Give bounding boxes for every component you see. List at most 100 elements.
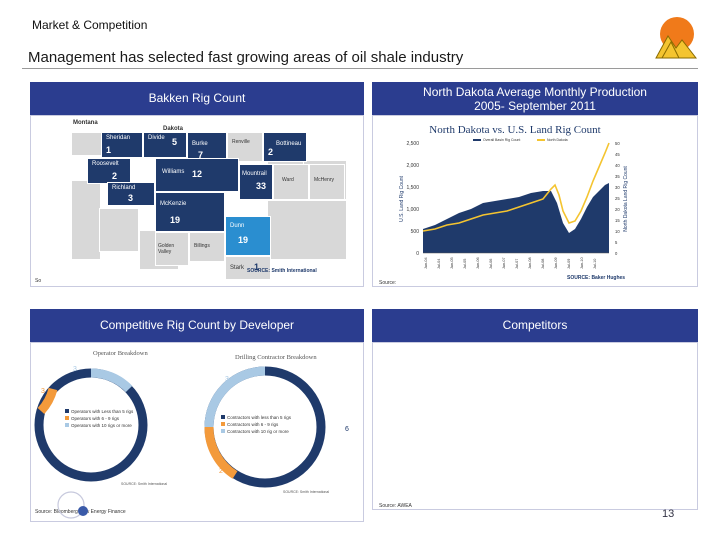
- operator-slice-10plus: [90, 368, 133, 393]
- production-chart-panel: North Dakota vs. U.S. Land Rig Count Ove…: [372, 115, 698, 287]
- xtick: Jul-07: [515, 259, 519, 269]
- y2tick: 5: [615, 240, 618, 245]
- rig-count-chart: North Dakota vs. U.S. Land Rig Count Ove…: [399, 124, 629, 281]
- production-source: Source:: [379, 280, 397, 286]
- legend-swatch: [65, 409, 69, 413]
- contractor-source: SOURCE: Smith International: [283, 490, 329, 494]
- legend-nd: North Dakota: [547, 138, 568, 142]
- xtick: Jan-10: [580, 257, 584, 269]
- competitors-title: Competitors: [502, 318, 568, 332]
- operator-label-6to9: 3: [41, 388, 45, 395]
- legend-swatch-nd: [537, 139, 545, 141]
- bakken-source: So: [35, 278, 42, 284]
- contractor-legend: Contractors with less than 5 rigs Contra…: [221, 415, 292, 434]
- y2tick: 45: [615, 152, 620, 157]
- xtick: Jan-09: [554, 257, 558, 269]
- county-roosevelt: Roosevelt 2: [87, 158, 131, 184]
- county-mchenry: McHenry: [309, 164, 345, 200]
- competitors-panel-header: Competitors: [372, 309, 698, 342]
- contractor-label-10plus: 3: [225, 376, 229, 383]
- contractor-title: Drilling Contractor Breakdown: [235, 354, 317, 361]
- map-state2-label: Dakota: [163, 126, 184, 132]
- y2tick: 35: [615, 174, 620, 179]
- page-title: Management has selected fast growing are…: [28, 49, 464, 66]
- contractor-legend-3: Contractors with 10 rig or more: [227, 429, 289, 434]
- legend-swatch: [65, 423, 69, 427]
- nd-line: [422, 142, 610, 232]
- production-title-1: North Dakota Average Monthly Production: [423, 85, 647, 99]
- xtick: Jan-04: [424, 257, 428, 269]
- county-billings: Billings: [189, 232, 225, 262]
- rig-y2label: North Dakota Land Rig Count: [623, 166, 629, 232]
- y2tick: 30: [615, 185, 620, 190]
- operator-title: Operator Breakdown: [93, 350, 148, 357]
- contractor-label-6to9: 2: [219, 468, 223, 475]
- county-ward: Ward: [273, 164, 309, 200]
- legend-swatch: [221, 429, 225, 433]
- y2tick: 40: [615, 163, 620, 168]
- rig-ylabel: U.S. Land Rig Count: [399, 175, 405, 221]
- operator-legend: Operators with Less than 5 rigs Operator…: [65, 409, 134, 428]
- y2tick: 20: [615, 207, 620, 212]
- county-mckenzie: McKenzie 19: [155, 192, 225, 232]
- y2tick: 25: [615, 196, 620, 201]
- y2tick: 10: [615, 229, 620, 234]
- watermark-logo: [57, 491, 88, 519]
- xtick: Jul-04: [437, 259, 441, 269]
- legend-swatch: [65, 416, 69, 420]
- basin-area: [423, 183, 609, 253]
- county-renville: Renville: [227, 132, 263, 162]
- operator-label-under5: 26: [89, 476, 97, 483]
- operator-legend-3: Operators with 10 rigs or more: [71, 423, 132, 428]
- map-area: Montana Dakota Sheridan 1 Divide 5 Burke…: [71, 120, 361, 286]
- xtick: Jul-06: [489, 259, 493, 269]
- map-state-label: Montana: [73, 120, 98, 126]
- county-mountrail: Mountrail 33: [239, 164, 273, 200]
- legend-swatch: [221, 415, 225, 419]
- operator-source: SOURCE: Smith International: [121, 482, 167, 486]
- map-source: SOURCE: Smith International: [247, 268, 317, 274]
- title-rule: [22, 68, 698, 69]
- xtick: Jul-05: [463, 259, 467, 269]
- rig-xaxis: Jan-04 Jul-04 Jan-05 Jul-05 Jan-06 Jul-0…: [424, 257, 597, 269]
- developer-title: Competitive Rig Count by Developer: [99, 318, 295, 332]
- legend-swatch-basin: [473, 139, 481, 141]
- ytick: 1,500: [406, 185, 419, 191]
- county-golden-valley: Golden Valley: [155, 232, 189, 266]
- county-divide: Divide 5: [143, 132, 187, 158]
- production-panel-header: North Dakota Average Monthly Production …: [372, 82, 698, 115]
- county-dunn: Dunn 19: [225, 216, 271, 256]
- contractor-legend-2: Contractors with 6 - 9 rigs: [227, 422, 279, 427]
- developer-chart-panel: Operator Breakdown 3 3 26 Operators with…: [30, 342, 364, 522]
- legend-swatch: [221, 422, 225, 426]
- ytick: 0: [416, 251, 419, 257]
- xtick: Jan-08: [528, 257, 532, 269]
- xtick: Jul-08: [541, 259, 545, 269]
- contractor-slice-10plus: [204, 366, 266, 428]
- bakken-map-panel: Montana Dakota Sheridan 1 Divide 5 Burke…: [30, 115, 364, 287]
- operator-donut: Operator Breakdown 3 3 26 Operators with…: [34, 350, 167, 486]
- operator-legend-2: Operators with 6 - 9 rigs: [71, 416, 120, 421]
- bakken-panel-header: Bakken Rig Count: [30, 82, 364, 115]
- competitors-source: Source: AWEA: [379, 503, 412, 509]
- rig-y2axis: 50 45 40 35 30 25 20 15 10 5 0: [615, 141, 620, 256]
- county-bottineau: Bottineau 2: [263, 132, 307, 162]
- y2tick: 15: [615, 218, 620, 223]
- ytick: 2,500: [406, 141, 419, 147]
- company-logo: [655, 17, 698, 59]
- y2tick: 50: [615, 141, 620, 146]
- section-label: Market & Competition: [32, 18, 148, 32]
- xtick: Jul-10: [593, 259, 597, 269]
- rig-yaxis: 2,500 2,000 1,500 1,000 500 0: [406, 141, 419, 257]
- contractor-label-under5: 6: [345, 426, 349, 433]
- xtick: Jul-09: [567, 259, 571, 269]
- xtick: Jan-06: [476, 257, 480, 269]
- contractor-donut: Drilling Contractor Breakdown 3 2 6 Cont…: [204, 354, 349, 494]
- legend-basin: Overall Basin Rig Count: [483, 138, 520, 142]
- rig-chart-title: North Dakota vs. U.S. Land Rig Count: [429, 124, 600, 136]
- county-sheridan: Sheridan 1: [101, 132, 143, 158]
- rig-chart-source: SOURCE: Baker Hughes: [567, 275, 625, 281]
- operator-legend-1: Operators with Less than 5 rigs: [71, 409, 134, 414]
- operator-label-10plus: 3: [73, 366, 77, 373]
- operator-slice-6to9: [37, 387, 58, 415]
